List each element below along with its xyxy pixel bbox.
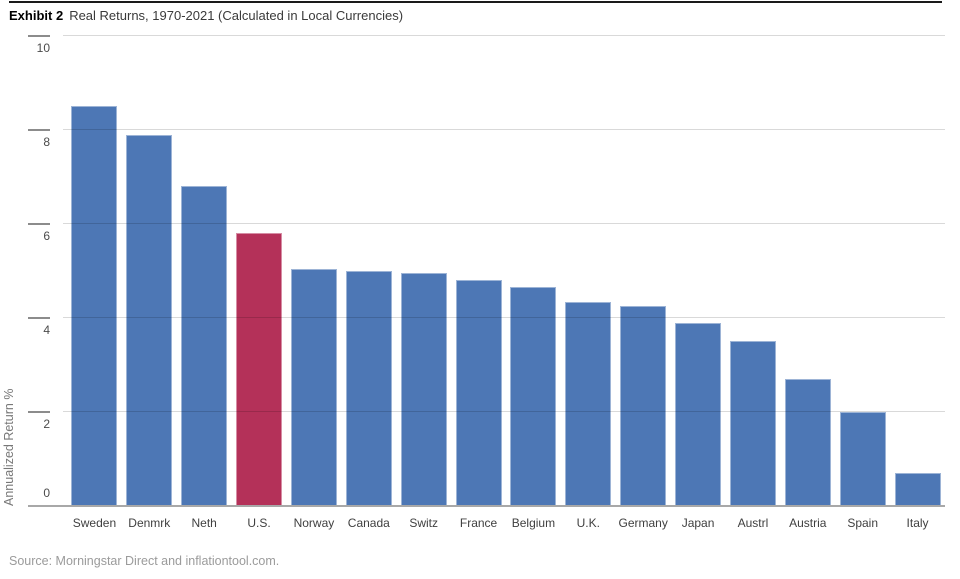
x-axis-line: [28, 505, 945, 507]
x-label-canada: Canada: [347, 516, 390, 530]
bar-switz: [400, 273, 447, 506]
bar-sweden: [71, 106, 118, 506]
gridline-10: [63, 35, 945, 36]
y-tick-4: [28, 317, 50, 319]
x-label-france: France: [459, 516, 498, 530]
bar-spain: [839, 412, 886, 506]
x-label-denmrk: Denmrk: [128, 516, 171, 530]
bar-austrl: [729, 341, 776, 506]
exhibit-title-text: Real Returns, 1970-2021 (Calculated in L…: [69, 8, 404, 23]
x-label-austrl: Austrl: [737, 516, 769, 530]
x-label-sweden: Sweden: [72, 516, 117, 530]
gridline-2: [63, 411, 945, 412]
x-label-japan: Japan: [681, 516, 715, 530]
x-label-austria: Austria: [789, 516, 827, 530]
gridline-8: [63, 129, 945, 130]
y-tick-label-2: 2: [43, 417, 50, 431]
bar-denmrk: [126, 135, 173, 506]
x-label-switz: Switz: [409, 516, 439, 530]
source-note: Source: Morningstar Direct and inflation…: [9, 554, 280, 568]
exhibit-top-rule: [9, 1, 942, 3]
y-tick-label-8: 8: [43, 135, 50, 149]
bar-belgium: [510, 287, 557, 506]
gridline-4: [63, 317, 945, 318]
bar-austria: [784, 379, 831, 506]
y-tick-label-10: 10: [36, 41, 50, 55]
bar-japan: [675, 323, 722, 506]
bar-norway: [290, 269, 337, 506]
bar-germany: [620, 306, 667, 506]
x-label-belgium: Belgium: [511, 516, 556, 530]
bar-canada: [345, 271, 392, 506]
bar-italy: [894, 473, 941, 506]
exhibit-title: Exhibit 2 Real Returns, 1970-2021 (Calcul…: [9, 7, 403, 24]
x-label-norway: Norway: [293, 516, 335, 530]
x-label-italy: Italy: [906, 516, 929, 530]
y-tick-6: [28, 223, 50, 225]
x-label-uk: U.K.: [576, 516, 600, 530]
y-tick-label-0: 0: [43, 486, 50, 500]
bar-france: [455, 280, 502, 506]
y-tick-8: [28, 129, 50, 131]
x-label-spain: Spain: [847, 516, 879, 530]
x-label-neth: Neth: [191, 516, 217, 530]
y-tick-label-6: 6: [43, 229, 50, 243]
exhibit-number-label: Exhibit 2: [9, 8, 64, 23]
bar-uk: [565, 302, 612, 506]
bar-chart: Annualized Return % 0 2 4 6 8 10 Sweden Denmrk…: [2, 35, 945, 530]
bar-us: [236, 233, 283, 506]
y-tick-label-4: 4: [43, 323, 50, 337]
bar-neth: [181, 186, 228, 506]
y-tick-10: [28, 35, 50, 37]
y-tick-2: [28, 411, 50, 413]
gridline-6: [63, 223, 945, 224]
x-label-germany: Germany: [618, 516, 668, 530]
x-label-us: U.S.: [247, 516, 271, 530]
